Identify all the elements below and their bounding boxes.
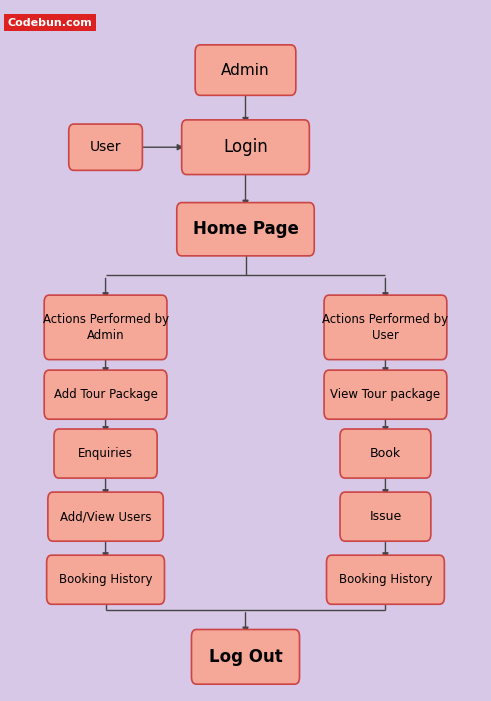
Text: Log Out: Log Out — [209, 648, 282, 666]
FancyBboxPatch shape — [48, 492, 163, 541]
FancyBboxPatch shape — [177, 203, 314, 256]
FancyBboxPatch shape — [54, 429, 157, 478]
FancyBboxPatch shape — [324, 295, 447, 360]
Text: View Tour package: View Tour package — [330, 388, 440, 401]
Text: Codebun.com: Codebun.com — [7, 18, 92, 27]
FancyBboxPatch shape — [44, 295, 167, 360]
FancyBboxPatch shape — [182, 120, 309, 175]
Text: Book: Book — [370, 447, 401, 460]
FancyBboxPatch shape — [340, 492, 431, 541]
Text: Enquiries: Enquiries — [78, 447, 133, 460]
Text: Add/View Users: Add/View Users — [60, 510, 151, 523]
Text: Admin: Admin — [221, 62, 270, 78]
FancyBboxPatch shape — [191, 629, 300, 684]
FancyBboxPatch shape — [327, 555, 444, 604]
FancyBboxPatch shape — [69, 124, 142, 170]
Text: Home Page: Home Page — [192, 220, 299, 238]
Text: Booking History: Booking History — [339, 573, 432, 586]
FancyBboxPatch shape — [324, 370, 447, 419]
FancyBboxPatch shape — [44, 370, 167, 419]
Text: Login: Login — [223, 138, 268, 156]
Text: Actions Performed by
User: Actions Performed by User — [323, 313, 448, 342]
Text: Actions Performed by
Admin: Actions Performed by Admin — [43, 313, 168, 342]
Text: Add Tour Package: Add Tour Package — [54, 388, 158, 401]
FancyBboxPatch shape — [47, 555, 164, 604]
Text: User: User — [90, 140, 121, 154]
Text: Booking History: Booking History — [59, 573, 152, 586]
Text: Issue: Issue — [369, 510, 402, 523]
FancyBboxPatch shape — [340, 429, 431, 478]
FancyBboxPatch shape — [195, 45, 296, 95]
